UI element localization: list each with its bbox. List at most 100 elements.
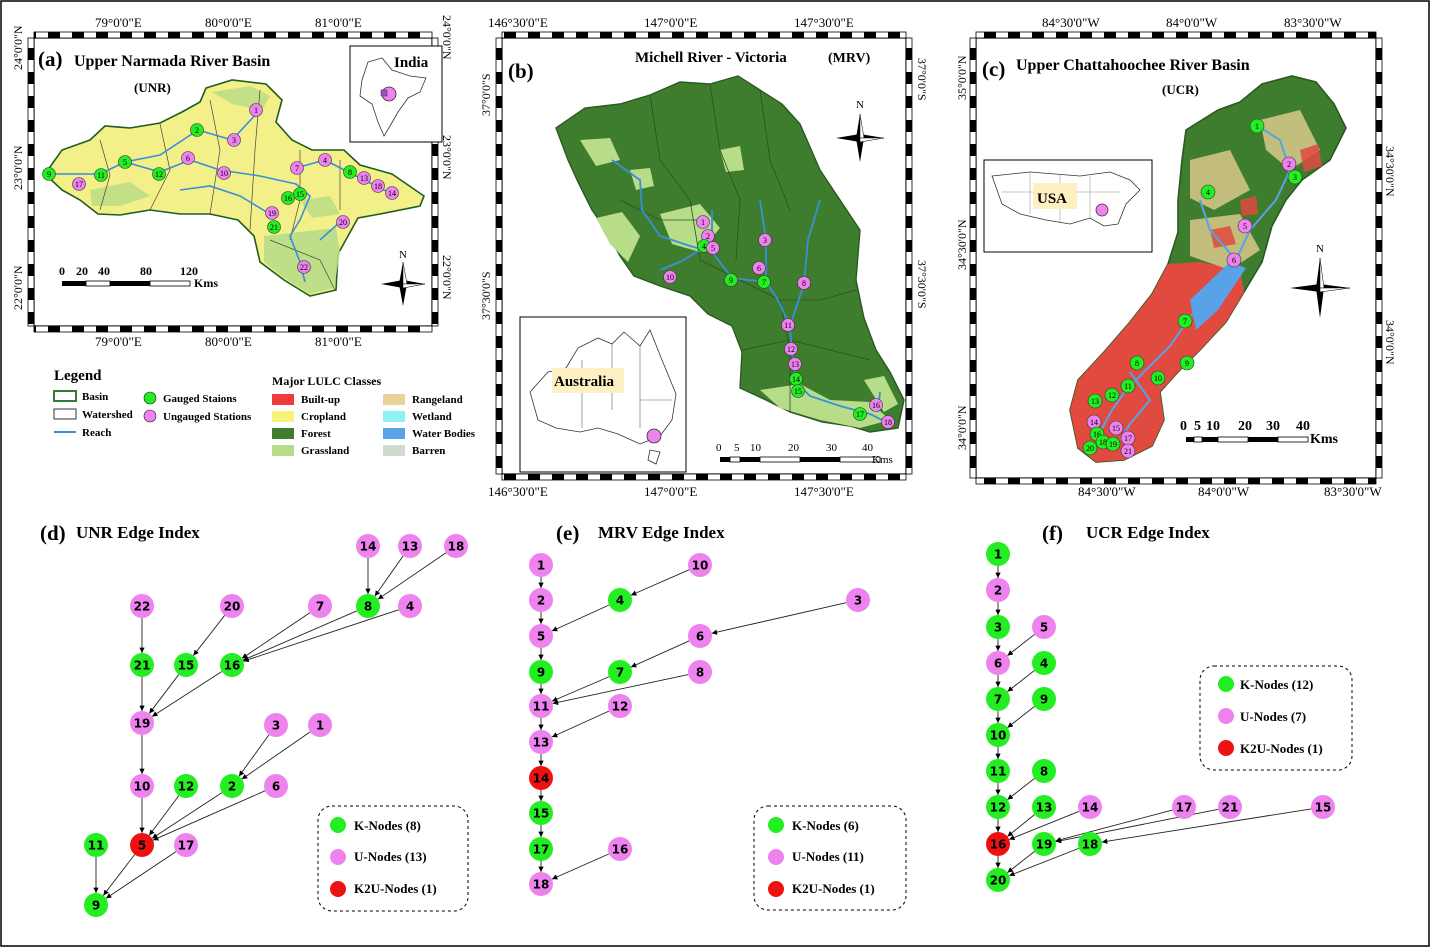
graph-node-17: 17 [1172, 795, 1196, 819]
graph-node-21: 21 [130, 653, 154, 677]
station-a-9-label: 9 [47, 170, 51, 179]
graph-node-6-label: 6 [994, 657, 1002, 671]
station-c-11: 11 [1120, 378, 1136, 394]
graph-node-8: 8 [688, 660, 712, 684]
panel-a-left-tick-2: 23°0'0"N [11, 145, 25, 190]
graph-node-17-label: 17 [533, 843, 550, 857]
panel-e-legend-x: K2U-Nodes (1) [792, 881, 875, 896]
graph-node-3-circle [986, 615, 1010, 639]
station-c-8-marker [1129, 355, 1145, 371]
graph-node-15-circle [174, 653, 198, 677]
graph-node-6-circle [986, 651, 1010, 675]
graph-node-10-circle [130, 774, 154, 798]
graph-node-13-label: 13 [402, 540, 419, 554]
panel-f-legend-x: K2U-Nodes (1) [1240, 741, 1323, 756]
graph-node-17-circle [174, 833, 198, 857]
legend-title: Legend [54, 368, 102, 384]
graph-node-3: 3 [846, 588, 870, 612]
station-b-5-marker [706, 241, 720, 255]
station-b-11-label: 11 [784, 321, 792, 330]
station-c-9: 9 [1179, 355, 1195, 371]
station-c-4-label: 4 [1206, 188, 1210, 197]
legend-water-swatch [383, 428, 405, 439]
station-b-7-label: 7 [762, 278, 766, 287]
graph-node-16-circle [220, 653, 244, 677]
station-a-9-marker [42, 167, 56, 181]
graph-node-16-label: 16 [990, 838, 1007, 852]
legend-rangeland: Rangeland [412, 394, 463, 406]
panel-a-scale-2: 40 [98, 264, 110, 278]
graph-node-17-circle [529, 837, 553, 861]
graph-node-20-circle [220, 594, 244, 618]
panel-c-scale-5: 40 [1296, 419, 1310, 434]
graph-node-14: 14 [356, 534, 380, 558]
graph-node-11: 11 [986, 759, 1010, 783]
graph-node-3: 3 [986, 615, 1010, 639]
station-c-21-label: 21 [1124, 447, 1132, 456]
station-c-18-label: 18 [1099, 438, 1107, 447]
graph-edge-12-13 [551, 710, 610, 738]
graph-node-18: 18 [1078, 832, 1102, 856]
station-c-17-label: 17 [1124, 434, 1132, 443]
graph-edge-8-12 [1007, 778, 1035, 800]
panel-c-left-tick-3: 34°0'0"N [955, 405, 969, 450]
panel-b-scale-0: 0 [716, 442, 722, 454]
station-a-22: 22 [297, 260, 311, 274]
legend-wetland: Wetland [412, 411, 452, 423]
station-b-6-label: 6 [757, 264, 761, 273]
panel-c-inset: USA [983, 159, 1153, 253]
graph-edge-14-16 [1008, 811, 1080, 841]
station-a-7-label: 7 [295, 164, 299, 173]
panel-a-title: Upper Narmada River Basin [74, 53, 270, 70]
station-a-11-marker [94, 168, 108, 182]
graph-edge-3-6 [711, 602, 847, 635]
station-a-6-label: 6 [186, 154, 190, 163]
station-c-3: 3 [1287, 169, 1303, 185]
graph-node-7: 7 [608, 660, 632, 684]
station-b-10-label: 10 [666, 273, 674, 282]
station-c-19-marker [1105, 436, 1121, 452]
panel-e-title: MRV Edge Index [598, 523, 725, 542]
panel-d-legend-k-swatch [330, 817, 346, 833]
station-c-20-label: 20 [1086, 444, 1094, 453]
graph-edge-6-5 [152, 790, 266, 841]
graph-node-5-label: 5 [1040, 621, 1048, 635]
graph-node-18-label: 18 [1082, 838, 1099, 852]
station-a-11-label: 11 [97, 171, 105, 180]
station-c-19-label: 19 [1109, 440, 1117, 449]
graph-node-5-circle [1032, 615, 1056, 639]
graph-edge-15-19 [148, 674, 180, 714]
station-c-10-label: 10 [1154, 374, 1162, 383]
station-a-6-marker [181, 151, 195, 165]
graph-node-9: 9 [529, 660, 553, 684]
graph-edge-7-11 [551, 676, 610, 702]
graph-node-4-label: 4 [406, 600, 414, 614]
graph-node-19: 19 [130, 711, 154, 735]
panel-c-bottom-tick-1: 84°30'0"W [1078, 484, 1136, 499]
panel-c-abbr: (UCR) [1162, 82, 1199, 97]
station-b-16-marker [869, 398, 883, 412]
graph-node-13-circle [529, 730, 553, 754]
graph-node-3-circle [846, 588, 870, 612]
graph-node-18: 18 [529, 872, 553, 896]
panel-c-title: Upper Chattahoochee River Basin [1016, 57, 1250, 74]
graph-node-13: 13 [1032, 795, 1056, 819]
station-b-15-label: 15 [794, 387, 802, 396]
legend-grassland: Grassland [301, 445, 349, 457]
panel-a-north-arrow: N [381, 249, 426, 306]
panel-d-legend-box [317, 805, 469, 912]
panel-e-legend-x-swatch [768, 881, 784, 897]
graph-edge-13-16 [1007, 814, 1035, 837]
graph-edge-17-9 [105, 851, 177, 899]
station-a-14-label: 14 [388, 189, 396, 198]
graph-node-17: 17 [174, 833, 198, 857]
ucr-builtup-patches [1210, 144, 1322, 248]
legend-watershed: Watershed [82, 409, 133, 421]
legend-grassland-swatch [272, 445, 294, 456]
panel-a-letter: (a) [38, 47, 63, 71]
panel-a-top-tick-2: 80°0'0"E [205, 15, 252, 30]
graph-node-10-label: 10 [692, 559, 709, 573]
graph-node-3-label: 3 [994, 621, 1002, 635]
